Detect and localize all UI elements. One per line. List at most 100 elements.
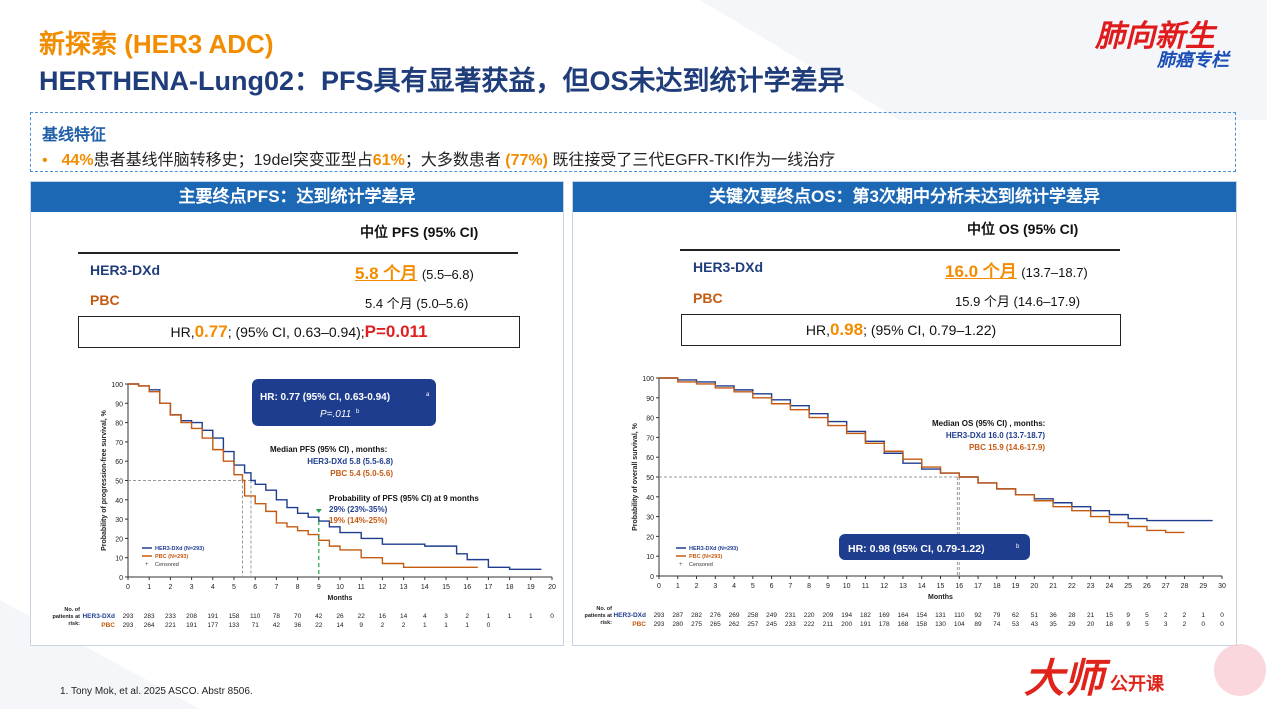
x-tick-label: 5: [232, 584, 236, 591]
risk-count: 5: [1145, 621, 1149, 628]
pfs-arm1-label: HER3-DXd: [90, 262, 161, 278]
risk-count: 2: [1183, 612, 1187, 619]
risk-count: 133: [229, 622, 240, 629]
x-tick-label: 17: [485, 584, 493, 591]
lung-column-logo: 肺向新生 肺癌专栏: [1094, 20, 1231, 70]
y-tick-label: 40: [115, 498, 123, 505]
risk-count: 78: [273, 613, 281, 620]
os-arm2-value: 15.9 个月 (14.6–17.9): [955, 294, 1081, 309]
os-hr-callout-box: [839, 534, 1030, 560]
risk-count: 164: [898, 612, 909, 619]
x-tick-label: 7: [274, 584, 278, 591]
risk-count: 28: [1068, 612, 1076, 619]
x-tick-label: 22: [1068, 583, 1076, 590]
os-panel: 关键次要终点OS：第3次期中分析未达到统计学差异: [572, 181, 1237, 646]
risk-count: 92: [974, 612, 982, 619]
risk-count: 1: [487, 613, 491, 620]
risk-count: 178: [879, 621, 890, 628]
x-tick-label: 19: [1012, 583, 1020, 590]
y-tick-label: 100: [642, 376, 654, 383]
risk-count: 0: [1220, 621, 1224, 628]
x-tick-label: 9: [317, 584, 321, 591]
risk-count: 26: [336, 613, 344, 620]
pfs-arm1-median: 5.8 个月: [355, 264, 418, 283]
os-heading: 关键次要终点OS：第3次期中分析未达到统计学差异: [573, 182, 1236, 212]
y-tick-label: 70: [115, 440, 123, 447]
legend-label: PBC (N=293): [689, 554, 722, 560]
risk-count: 283: [144, 613, 155, 620]
risk-count: 257: [747, 621, 758, 628]
y-tick-label: 60: [646, 455, 654, 462]
risk-table-label: No. of: [596, 606, 612, 612]
risk-count: 249: [766, 612, 777, 619]
y-tick-label: 90: [646, 396, 654, 403]
brain-mets-pct: 44%: [61, 152, 94, 169]
risk-count: 222: [804, 621, 815, 628]
x-tick-label: 10: [336, 584, 344, 591]
risk-count: 70: [294, 613, 302, 620]
x-tick-label: 18: [993, 583, 1001, 590]
risk-count: 158: [229, 613, 240, 620]
x-tick-label: 23: [1087, 583, 1095, 590]
x-tick-label: 11: [862, 583, 869, 590]
risk-count: 276: [710, 612, 721, 619]
x-tick-label: 16: [955, 583, 963, 590]
x-tick-label: 14: [421, 584, 429, 591]
footnote: 1. Tony Mok, et al. 2025 ASCO. Abstr 850…: [60, 686, 253, 697]
logo-bottom-line1: 大师: [1024, 657, 1111, 701]
risk-count: 2: [465, 613, 469, 620]
median-os-pbc: PBC 15.9 (14.6-17.9): [969, 443, 1045, 452]
risk-row-arm: PBC: [101, 622, 115, 629]
tki-pct: (77%): [505, 152, 548, 169]
hr-callout-text: HR: 0.77 (95% CI, 0.63-0.94): [260, 392, 390, 403]
risk-count: 211: [823, 621, 834, 628]
pbc-curve: [128, 383, 478, 569]
y-tick-label: 100: [111, 382, 123, 389]
risk-count: 42: [273, 622, 281, 629]
risk-count: 191: [860, 621, 871, 628]
risk-row-arm: PBC: [632, 621, 646, 628]
legend-censor-mark: +: [145, 562, 149, 568]
risk-count: 0: [1220, 612, 1224, 619]
x-tick-label: 10: [843, 583, 851, 590]
x-tick-label: 1: [676, 583, 680, 590]
hr-callout-box: [252, 379, 436, 426]
legend-censor-mark: +: [679, 562, 683, 568]
risk-count: 1: [465, 622, 469, 629]
pfs-hr-box: HR, 0.77; (95% CI, 0.63–0.94); P=0.011: [78, 316, 520, 348]
risk-count: 258: [747, 612, 758, 619]
x-tick-label: 1: [147, 584, 151, 591]
y-tick-label: 30: [646, 515, 654, 522]
legend-label: Censored: [689, 562, 713, 568]
risk-count: 233: [785, 621, 796, 628]
risk-count: 264: [144, 622, 155, 629]
risk-count: 245: [766, 621, 777, 628]
risk-count: 0: [487, 622, 491, 629]
risk-count: 43: [1031, 621, 1039, 628]
x-tick-label: 0: [126, 584, 130, 591]
risk-count: 9: [1126, 612, 1130, 619]
risk-count: 269: [729, 612, 740, 619]
title-line-1: 新探索 (HER3 ADC): [39, 29, 274, 59]
pfs-table-rule: [78, 252, 518, 254]
risk-count: 62: [1012, 612, 1020, 619]
x-tick-label: 14: [918, 583, 926, 590]
risk-count: 200: [841, 621, 852, 628]
prob-9m-pbc: 19% (14%-25%): [329, 516, 388, 525]
risk-table-label: patients at: [584, 613, 612, 619]
hr-callout-sup: a: [426, 392, 430, 398]
pfs-hr-ci: ; (95% CI, 0.63–0.94);: [227, 324, 365, 340]
risk-count: 0: [1201, 621, 1205, 628]
risk-count: 29: [1068, 621, 1076, 628]
risk-count: 51: [1031, 612, 1039, 619]
x-axis-label: Months: [328, 595, 353, 602]
page-title: HERTHENA-Lung02：PFS具有显著获益，但OS未达到统计学差异: [39, 66, 845, 96]
os-arm1-value: 16.0 个月 (13.7–18.7): [945, 257, 1088, 282]
x-tick-label: 11: [358, 584, 365, 591]
os-hr-value: 0.98: [829, 320, 864, 339]
x-tick-label: 4: [732, 583, 736, 590]
risk-count: 293: [123, 622, 134, 629]
risk-count: 209: [822, 612, 833, 619]
p-callout-sup: b: [356, 409, 360, 415]
median-pfs-pbc: PBC 5.4 (5.0-5.6): [330, 469, 393, 478]
